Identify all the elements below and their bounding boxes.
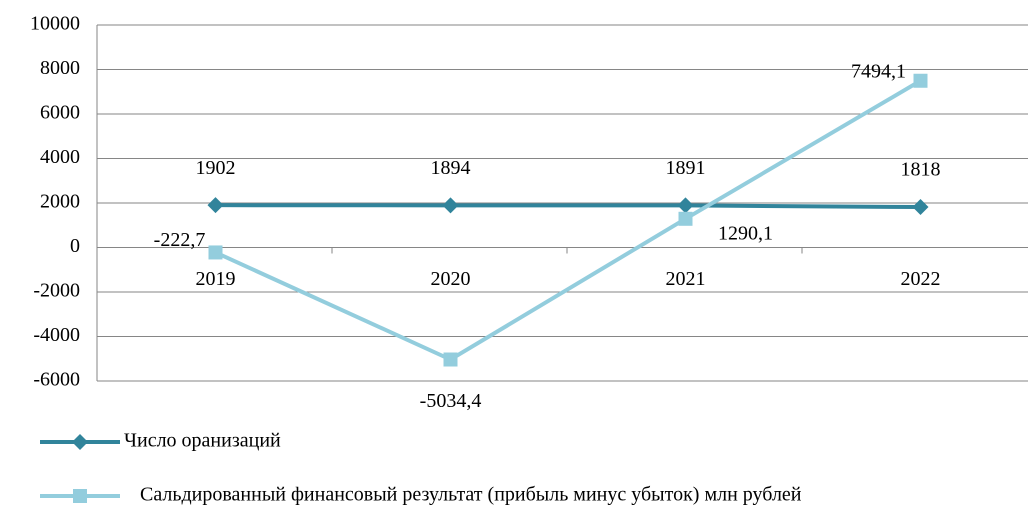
data-point <box>678 211 693 226</box>
x-tick-label: 2022 <box>901 268 941 290</box>
data-label: 1891 <box>666 157 706 179</box>
series-line <box>214 79 922 362</box>
legend-label: Число оранизаций <box>124 430 281 452</box>
x-tick-label: 2021 <box>666 268 706 290</box>
y-tick-label: 8000 <box>40 57 80 79</box>
y-tick-label: 4000 <box>40 146 80 168</box>
data-point <box>677 197 694 214</box>
legend-label: Сальдированный финансовый результат (при… <box>140 484 802 506</box>
y-tick-label: -6000 <box>33 369 80 391</box>
legend-marker <box>73 489 87 503</box>
series-line <box>215 203 921 210</box>
data-point <box>207 197 224 214</box>
y-tick-label: 6000 <box>40 102 80 124</box>
data-label: 1902 <box>196 157 236 179</box>
data-label: 7494,1 <box>851 60 906 82</box>
x-tick-label: 2020 <box>431 268 471 290</box>
y-tick-label: -4000 <box>33 324 80 346</box>
y-tick-label: 2000 <box>40 191 80 213</box>
data-point <box>913 73 928 88</box>
data-label: 1818 <box>901 159 941 181</box>
y-tick-label: 10000 <box>30 13 80 35</box>
data-point <box>912 199 929 216</box>
data-label: -222,7 <box>154 229 206 251</box>
data-point <box>208 245 223 260</box>
data-label: 1894 <box>431 157 471 179</box>
y-tick-label: 0 <box>70 235 80 257</box>
legend-marker <box>72 434 88 450</box>
data-point <box>442 197 459 214</box>
data-label: -5034,4 <box>420 390 482 412</box>
data-label: 1290,1 <box>718 222 773 244</box>
x-tick-label: 2019 <box>196 268 236 290</box>
y-tick-label: -2000 <box>33 280 80 302</box>
data-point <box>443 352 458 367</box>
